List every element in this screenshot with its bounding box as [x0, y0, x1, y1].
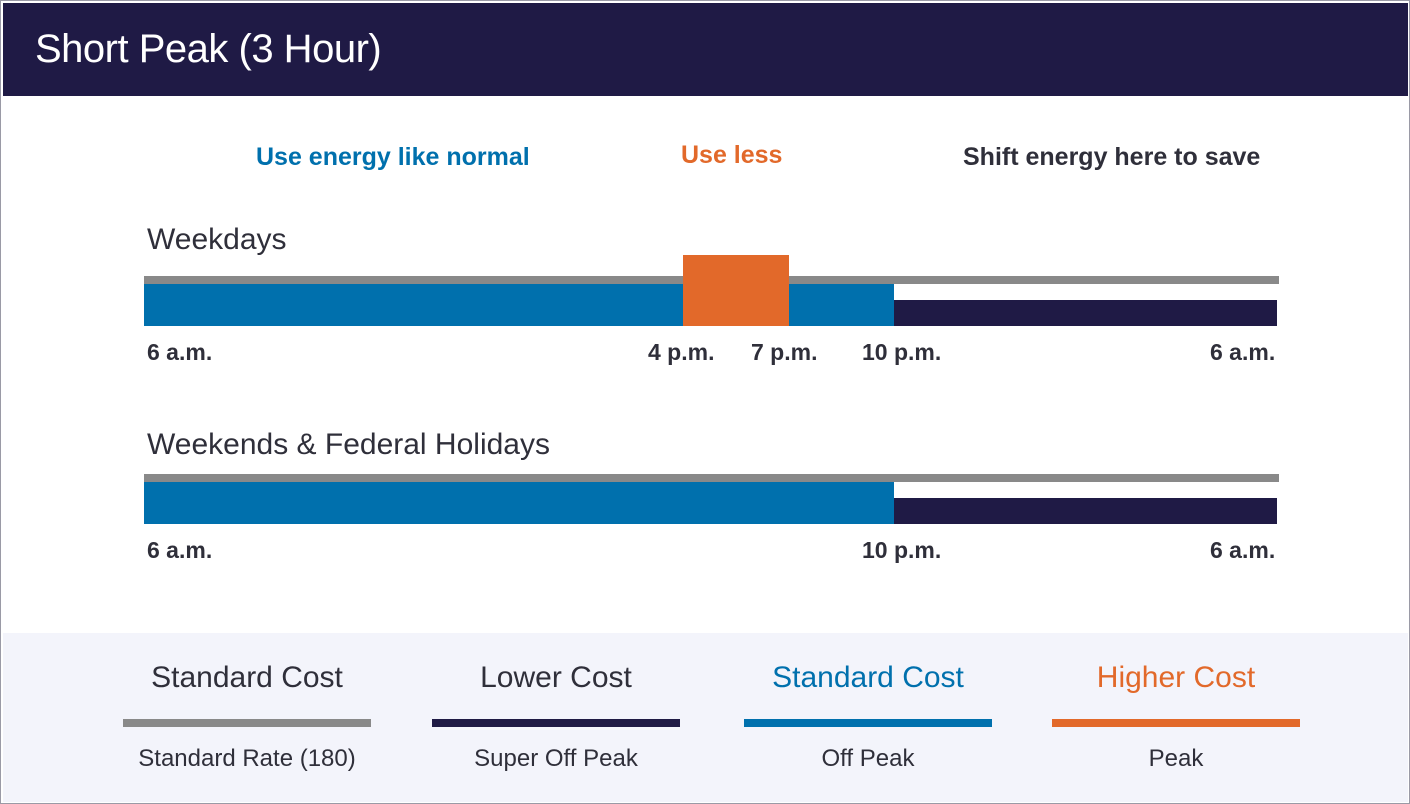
hint-use-normal: Use energy like normal — [256, 143, 530, 171]
legend-item-standard-rate: Standard Cost Standard Rate (180) — [97, 633, 397, 802]
weekends-tick-6am-start: 6 a.m. — [147, 537, 213, 563]
legend-swatch-peak — [1052, 719, 1300, 727]
weekends-tick-10pm: 10 p.m. — [862, 537, 942, 563]
legend-heading: Standard Cost — [151, 661, 343, 694]
header-bar: Short Peak (3 Hour) — [3, 3, 1408, 96]
legend-swatch-standard-rate — [123, 719, 371, 727]
weekdays-title: Weekdays — [147, 223, 287, 256]
weekends-super-off-peak-bar — [894, 498, 1277, 524]
legend-swatch-off-peak — [744, 719, 992, 727]
legend-item-peak: Higher Cost Peak — [1026, 633, 1326, 802]
hint-shift-energy: Shift energy here to save — [963, 143, 1261, 171]
legend-heading: Higher Cost — [1096, 661, 1256, 694]
legend-item-super-off-peak: Lower Cost Super Off Peak — [406, 633, 706, 802]
legend-label: Super Off Peak — [474, 745, 638, 772]
legend-heading: Standard Cost — [772, 661, 964, 694]
legend-heading: Lower Cost — [480, 661, 632, 694]
weekdays-tick-6am-end: 6 a.m. — [1210, 339, 1276, 365]
weekdays-peak-bar — [683, 255, 789, 326]
legend-item-off-peak: Standard Cost Off Peak — [718, 633, 1018, 802]
weekends-title: Weekends & Federal Holidays — [147, 428, 550, 461]
weekdays-tick-6am-start: 6 a.m. — [147, 339, 213, 365]
page-title: Short Peak (3 Hour) — [35, 27, 382, 71]
weekends-tick-6am-end: 6 a.m. — [1210, 537, 1276, 563]
hint-use-less: Use less — [681, 141, 783, 169]
weekdays-tick-4pm: 4 p.m. — [648, 339, 715, 365]
legend: Standard Cost Standard Rate (180) Lower … — [3, 633, 1408, 802]
legend-label: Peak — [1148, 745, 1204, 772]
legend-label: Standard Rate (180) — [138, 745, 356, 772]
weekends-standard-rate-line — [144, 474, 1279, 482]
weekends-off-peak-bar — [144, 482, 894, 524]
legend-label: Off Peak — [821, 745, 915, 772]
weekdays-tick-7pm: 7 p.m. — [751, 339, 818, 365]
weekdays-super-off-peak-bar — [894, 300, 1277, 326]
weekdays-tick-10pm: 10 p.m. — [862, 339, 942, 365]
legend-swatch-super-off-peak — [432, 719, 680, 727]
